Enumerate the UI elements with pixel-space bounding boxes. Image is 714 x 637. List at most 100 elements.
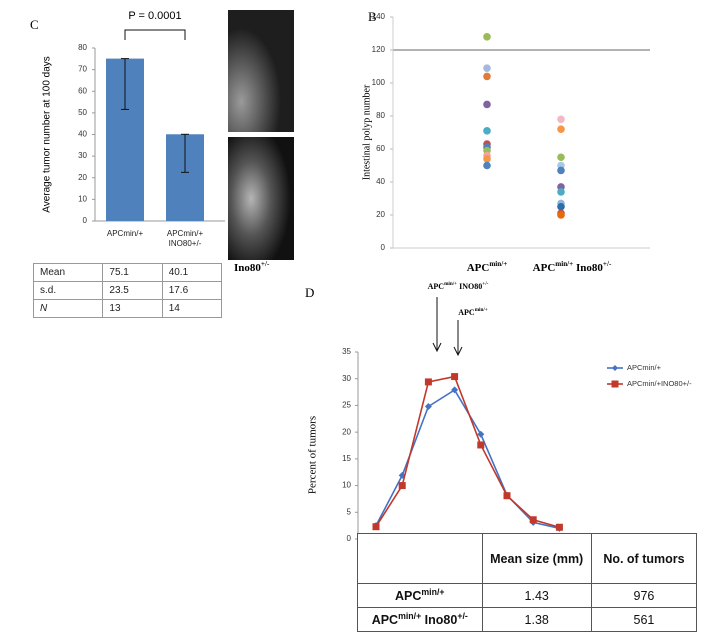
data-point — [557, 153, 565, 162]
header-cell — [357, 533, 483, 584]
y-tick-label: 80 — [376, 111, 385, 120]
x-tick-label: APCmin/+ Ino80+/- — [533, 260, 612, 274]
table-cell: 40.1 — [161, 263, 223, 282]
table-row: s.d. 23.5 17.6 — [32, 281, 223, 300]
annotation: APCmin/+ INO80+/- — [428, 281, 489, 291]
data-point — [398, 482, 406, 490]
y-tick-label: 15 — [342, 454, 351, 463]
y-axis-label: Percent of tumors — [307, 416, 319, 494]
image-caption: Ino80+/- — [234, 260, 270, 274]
table-row: APCmin/+ 1.43 976 — [357, 583, 698, 608]
legend-label: APCmin/+INO80+/- — [627, 379, 692, 388]
data-point — [557, 115, 565, 124]
legend-label: APCmin/+ — [627, 363, 662, 372]
table-cell: 1.43 — [481, 583, 592, 608]
y-tick-label: 50 — [78, 108, 87, 117]
y-tick-label: 0 — [83, 216, 88, 225]
text-part: APC — [394, 589, 422, 604]
y-tick-label: 20 — [78, 173, 87, 182]
superscript: +/- — [261, 260, 270, 268]
table-row: Mean 75.1 40.1 — [32, 263, 223, 282]
y-tick-label: 100 — [372, 78, 386, 87]
legend-marker — [612, 365, 618, 371]
text-part: APC — [371, 613, 399, 628]
micrograph — [228, 10, 294, 132]
superscript: min/+ — [489, 260, 507, 268]
y-tick-label: 35 — [342, 347, 351, 356]
data-point — [557, 211, 565, 219]
data-point — [557, 202, 565, 211]
micrograph — [228, 137, 294, 260]
y-tick-label: 0 — [347, 534, 352, 543]
panel-label: C — [30, 17, 39, 32]
table-cell: Mean — [32, 263, 104, 282]
data-point — [555, 523, 563, 531]
data-point — [372, 523, 380, 531]
table-cell: N — [32, 299, 104, 318]
data-point — [424, 378, 432, 386]
data-point — [483, 33, 491, 41]
annotation-arrow — [453, 320, 463, 357]
y-tick-label: 10 — [342, 481, 351, 490]
y-tick-label: 120 — [372, 45, 386, 54]
data-point — [477, 430, 485, 438]
data-point — [557, 166, 565, 175]
row-label: APCmin/+ — [357, 583, 483, 608]
data-point — [483, 100, 491, 109]
y-tick-label: 60 — [78, 86, 87, 95]
data-point — [557, 125, 565, 133]
text-part: APC — [533, 262, 556, 274]
superscript: +/- — [482, 281, 488, 287]
superscript: min/+ — [398, 611, 422, 622]
data-point — [483, 72, 491, 81]
y-tick-label: 70 — [78, 65, 87, 74]
text-part: Ino80 — [421, 613, 458, 628]
data-point — [451, 386, 459, 394]
table-cell: 75.1 — [102, 263, 163, 282]
y-tick-label: 80 — [78, 43, 87, 52]
table-cell: 13 — [102, 299, 163, 318]
x-tick-label: APCmin/+ — [467, 260, 508, 274]
table-cell: 23.5 — [102, 281, 163, 300]
y-axis-label: Intestinal polyp number — [361, 84, 372, 180]
y-tick-label: 140 — [372, 12, 386, 21]
superscript: min/+ — [444, 281, 457, 287]
text-part: APC — [428, 282, 445, 291]
data-point — [483, 64, 491, 72]
text-part: APC — [467, 262, 490, 274]
summary-table: Mean 75.1 40.1 s.d. 23.5 17.6 N 13 14 — [32, 263, 223, 318]
y-tick-label: 30 — [342, 374, 351, 383]
data-point — [503, 492, 511, 500]
header-cell: No. of tumors — [590, 533, 698, 584]
data-point — [529, 516, 537, 524]
y-tick-label: 0 — [381, 243, 386, 252]
legend-marker — [611, 380, 619, 388]
p-value: P = 0.0001 — [128, 10, 181, 22]
data-point — [483, 161, 491, 170]
x-tick-label: APCmin/+ INO80+/- — [166, 229, 204, 248]
y-tick-label: 40 — [78, 130, 87, 139]
table-cell: 17.6 — [161, 281, 223, 300]
y-tick-label: 25 — [342, 401, 351, 410]
table-cell: 561 — [590, 607, 698, 632]
data-point — [483, 127, 491, 135]
data-point — [557, 188, 565, 196]
y-tick-label: 20 — [376, 210, 385, 219]
size-table: Mean size (mm) No. of tumors APCmin/+ 1.43 9… — [357, 533, 698, 632]
data-point — [477, 441, 485, 449]
text-part: APC — [458, 308, 475, 317]
text-part: Ino80 — [234, 262, 261, 274]
table-row: APCmin/+ Ino80+/- 1.38 561 — [357, 607, 698, 632]
y-tick-label: 5 — [347, 507, 352, 516]
y-axis-label: Average tumor number at 100 days — [42, 56, 53, 213]
y-tick-label: 40 — [376, 177, 385, 186]
superscript: min/+ — [555, 260, 573, 268]
series-line — [375, 375, 560, 529]
annotation-arrow — [432, 297, 442, 353]
table-cell: 1.38 — [481, 607, 592, 632]
table-cell: 14 — [161, 299, 223, 318]
superscript: +/- — [603, 260, 612, 268]
y-tick-label: 20 — [342, 427, 351, 436]
annotation: APCmin/+ — [458, 307, 488, 317]
